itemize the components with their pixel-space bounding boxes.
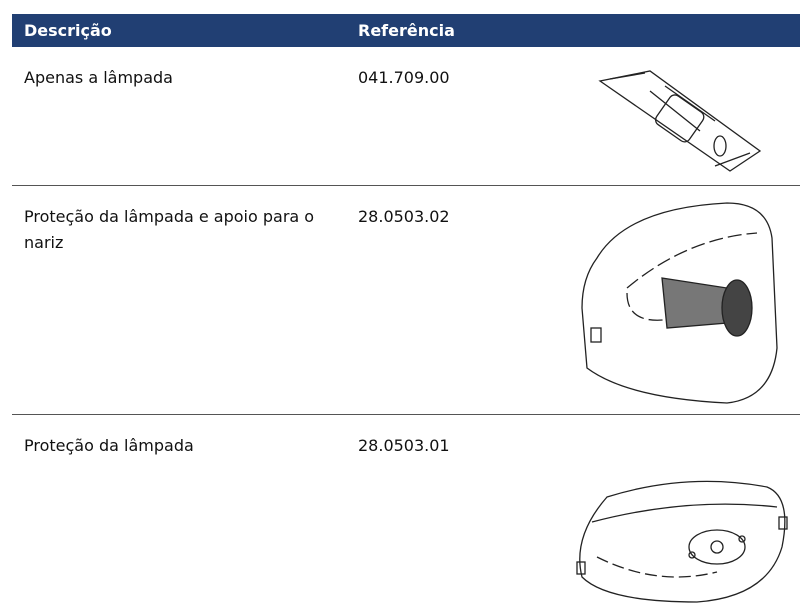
table-header: Descrição Referência — [12, 14, 800, 47]
nose-guard-image — [581, 202, 778, 404]
lamp-image — [598, 70, 762, 172]
description: Proteção da lâmpada — [24, 436, 194, 455]
reference: 28.0503.02 — [358, 207, 450, 226]
header-cell: Descrição — [24, 21, 112, 40]
reference: 041.709.00 — [358, 68, 450, 87]
header-cell: Referência — [358, 21, 455, 40]
reference: 28.0503.01 — [358, 436, 450, 455]
description: Proteção da lâmpada e apoio para o nariz — [24, 207, 315, 252]
description: Apenas a lâmpada — [24, 68, 173, 87]
table-row: Proteção da lâmpada e apoio para o nariz… — [12, 186, 800, 415]
table-row: Proteção da lâmpada 28.0503.01 — [12, 415, 800, 609]
table-row: Apenas a lâmpada 041.709.00 — [12, 47, 800, 186]
lamp-guard-image — [576, 480, 788, 603]
